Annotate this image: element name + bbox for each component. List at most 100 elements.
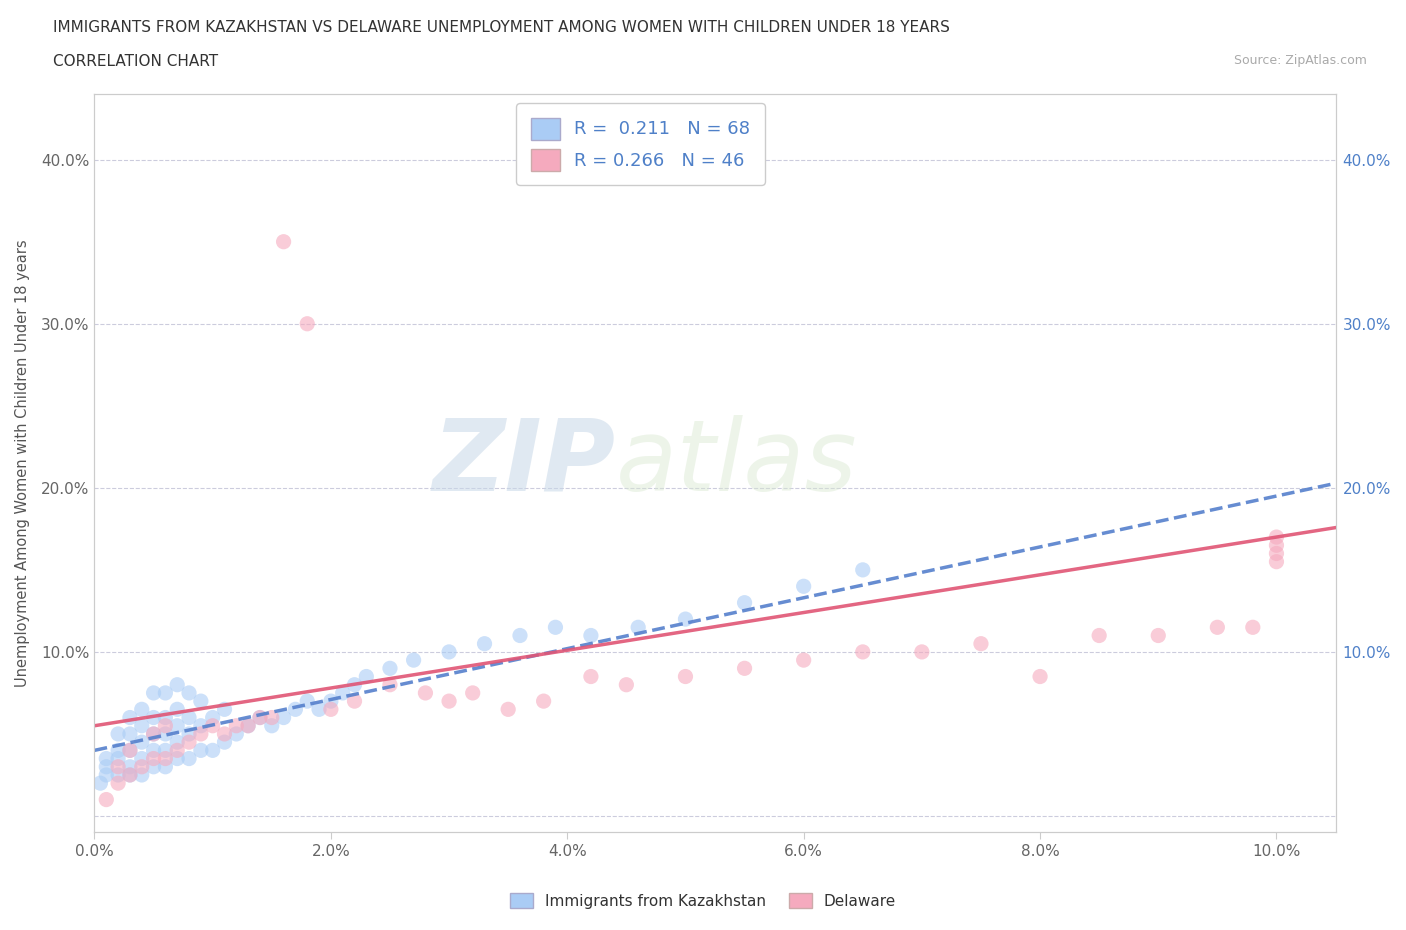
Point bbox=[131, 702, 153, 717]
Point bbox=[225, 718, 247, 733]
Point bbox=[155, 718, 177, 733]
Point bbox=[201, 743, 224, 758]
Point bbox=[1265, 546, 1288, 561]
Point bbox=[225, 726, 247, 741]
Point bbox=[297, 316, 319, 331]
Point bbox=[579, 669, 602, 684]
Point bbox=[627, 620, 650, 635]
Point bbox=[96, 792, 118, 807]
Point bbox=[852, 644, 875, 659]
Point bbox=[118, 743, 141, 758]
Point bbox=[107, 726, 129, 741]
Y-axis label: Unemployment Among Women with Children Under 18 years: Unemployment Among Women with Children U… bbox=[15, 239, 30, 687]
Point bbox=[96, 759, 118, 774]
Point bbox=[166, 702, 188, 717]
Point bbox=[402, 653, 425, 668]
Point bbox=[118, 711, 141, 725]
Point bbox=[131, 767, 153, 782]
Point bbox=[155, 685, 177, 700]
Point bbox=[249, 711, 271, 725]
Point bbox=[1241, 620, 1264, 635]
Point bbox=[166, 743, 188, 758]
Point bbox=[118, 759, 141, 774]
Point bbox=[166, 677, 188, 692]
Point bbox=[118, 767, 141, 782]
Point bbox=[273, 234, 295, 249]
Text: CORRELATION CHART: CORRELATION CHART bbox=[53, 54, 218, 69]
Point bbox=[260, 718, 283, 733]
Point bbox=[437, 644, 460, 659]
Point bbox=[308, 702, 330, 717]
Point bbox=[474, 636, 496, 651]
Point bbox=[89, 776, 111, 790]
Point bbox=[319, 702, 342, 717]
Point bbox=[107, 759, 129, 774]
Text: Source: ZipAtlas.com: Source: ZipAtlas.com bbox=[1233, 54, 1367, 67]
Point bbox=[177, 751, 200, 766]
Point bbox=[107, 776, 129, 790]
Point bbox=[177, 685, 200, 700]
Point bbox=[249, 711, 271, 725]
Point bbox=[319, 694, 342, 709]
Point bbox=[166, 735, 188, 750]
Point bbox=[675, 612, 697, 627]
Point bbox=[343, 694, 366, 709]
Point bbox=[236, 718, 259, 733]
Point bbox=[214, 702, 236, 717]
Point bbox=[284, 702, 307, 717]
Point bbox=[155, 759, 177, 774]
Point bbox=[496, 702, 519, 717]
Point bbox=[142, 726, 165, 741]
Legend: R =  0.211   N = 68, R = 0.266   N = 46: R = 0.211 N = 68, R = 0.266 N = 46 bbox=[516, 103, 765, 185]
Point bbox=[1147, 628, 1170, 643]
Point bbox=[260, 711, 283, 725]
Point bbox=[579, 628, 602, 643]
Point bbox=[142, 743, 165, 758]
Point bbox=[155, 711, 177, 725]
Point bbox=[142, 751, 165, 766]
Point bbox=[190, 694, 212, 709]
Point bbox=[734, 661, 756, 676]
Point bbox=[1265, 554, 1288, 569]
Point bbox=[509, 628, 531, 643]
Point bbox=[273, 711, 295, 725]
Point bbox=[142, 759, 165, 774]
Point bbox=[107, 743, 129, 758]
Point bbox=[142, 685, 165, 700]
Point bbox=[378, 677, 401, 692]
Point bbox=[177, 711, 200, 725]
Point bbox=[190, 726, 212, 741]
Point bbox=[166, 718, 188, 733]
Point bbox=[533, 694, 555, 709]
Point bbox=[356, 669, 378, 684]
Point bbox=[155, 726, 177, 741]
Point bbox=[201, 718, 224, 733]
Point bbox=[1265, 538, 1288, 552]
Point bbox=[911, 644, 934, 659]
Point bbox=[142, 726, 165, 741]
Point bbox=[177, 735, 200, 750]
Point bbox=[177, 726, 200, 741]
Point bbox=[131, 759, 153, 774]
Point bbox=[214, 726, 236, 741]
Point bbox=[378, 661, 401, 676]
Point bbox=[118, 726, 141, 741]
Point bbox=[107, 751, 129, 766]
Point bbox=[1206, 620, 1229, 635]
Point bbox=[190, 718, 212, 733]
Point bbox=[96, 767, 118, 782]
Point bbox=[297, 694, 319, 709]
Point bbox=[415, 685, 437, 700]
Point bbox=[614, 677, 637, 692]
Point bbox=[118, 767, 141, 782]
Point bbox=[118, 743, 141, 758]
Point bbox=[343, 677, 366, 692]
Point bbox=[190, 743, 212, 758]
Point bbox=[142, 711, 165, 725]
Point bbox=[1029, 669, 1052, 684]
Point bbox=[107, 767, 129, 782]
Point bbox=[793, 653, 815, 668]
Point bbox=[131, 718, 153, 733]
Point bbox=[461, 685, 484, 700]
Point bbox=[1088, 628, 1111, 643]
